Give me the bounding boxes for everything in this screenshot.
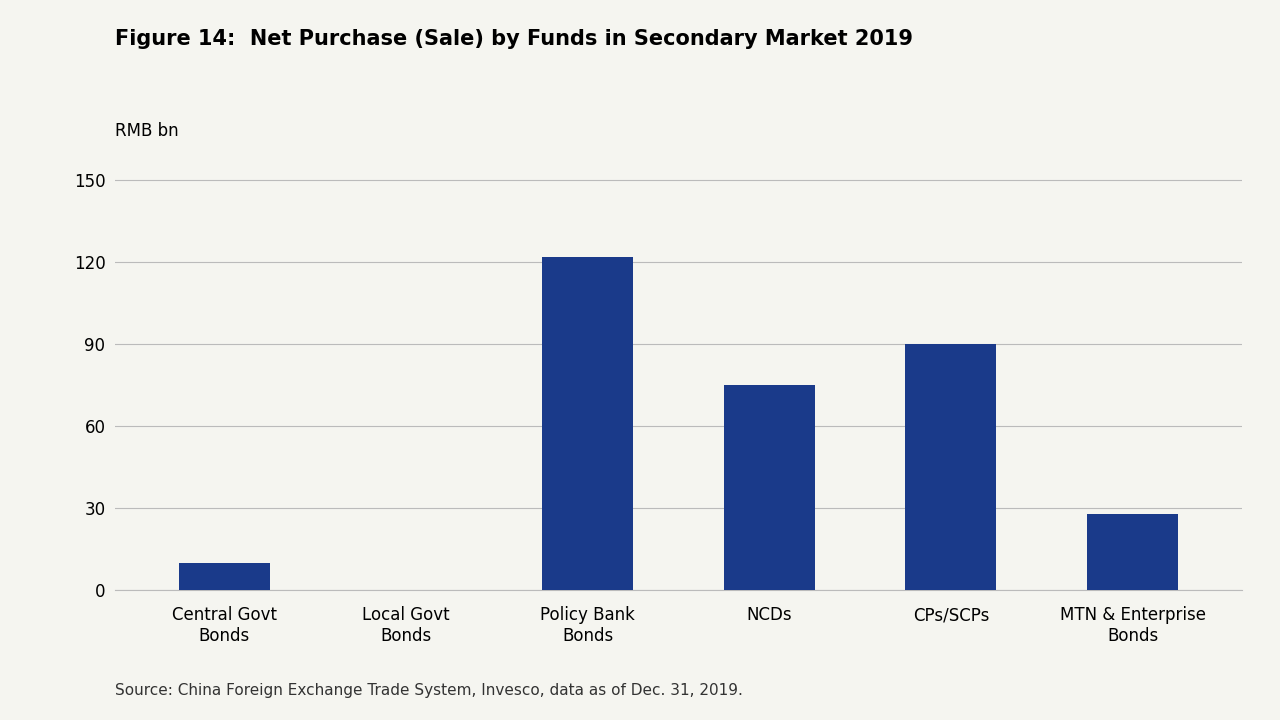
Text: RMB bn: RMB bn	[115, 122, 179, 140]
Bar	[723, 385, 814, 590]
Bar	[179, 563, 270, 590]
Bar	[543, 257, 634, 590]
Text: Source: China Foreign Exchange Trade System, Invesco, data as of Dec. 31, 2019.: Source: China Foreign Exchange Trade Sys…	[115, 683, 744, 698]
Text: Figure 14:  Net Purchase (Sale) by Funds in Secondary Market 2019: Figure 14: Net Purchase (Sale) by Funds …	[115, 29, 913, 49]
Bar	[905, 344, 996, 590]
Bar	[1087, 514, 1178, 590]
